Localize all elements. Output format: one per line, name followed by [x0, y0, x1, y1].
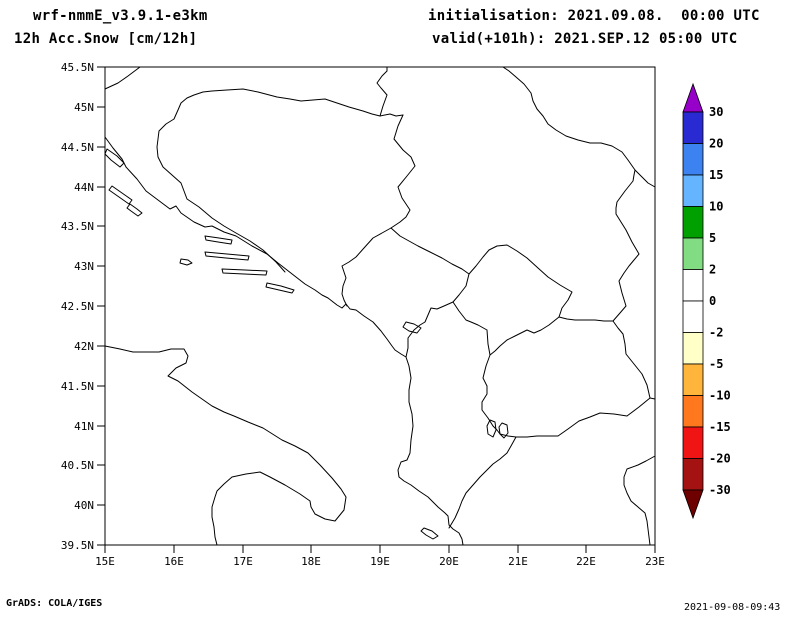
coastline-italy — [104, 345, 347, 546]
island-corfu — [420, 527, 439, 540]
colorbar-segment — [682, 363, 704, 396]
lat-tick-label: 42.5N — [61, 300, 94, 313]
colorbar-segment — [682, 269, 704, 302]
lat-tick-label: 41N — [74, 420, 94, 433]
lat-tick-label: 42N — [74, 340, 94, 353]
border-bosnia-montenegro — [341, 227, 392, 307]
colorbar-label: 15 — [709, 168, 723, 182]
lon-tick-label: 21E — [508, 555, 528, 568]
colorbar-label: 20 — [709, 137, 723, 151]
islands-dalmatian — [104, 148, 295, 294]
model-title: wrf-nmmE_v3.9.1-e3km — [33, 8, 208, 24]
colorbar-label: 30 — [709, 105, 723, 119]
border-serbia-romania — [502, 66, 636, 171]
lat-tick-label: 41.5N — [61, 380, 94, 393]
colorbar-segment — [682, 237, 704, 270]
colorbar-label: -30 — [709, 483, 731, 497]
colorbar-segment — [682, 174, 704, 207]
lat-tick-label: 39.5N — [61, 539, 94, 552]
valid-time-label: valid(+101h): 2021.SEP.12 05:00 UTC — [432, 31, 738, 47]
lon-tick-label: 18E — [301, 555, 321, 568]
lat-axis-ticks — [97, 66, 105, 546]
generation-timestamp: 2021-09-08-09:43 — [684, 602, 781, 613]
colorbar-label: 5 — [709, 231, 716, 245]
colorbar-label: -15 — [709, 420, 731, 434]
border-serbia-montenegro — [390, 227, 470, 275]
lat-tick-label: 45.5N — [61, 61, 94, 74]
colorbar-label: -2 — [709, 326, 723, 340]
border-macedonia-greece — [515, 397, 651, 438]
border-macedonia-bulgaria — [612, 320, 656, 400]
lon-axis-ticks — [104, 545, 656, 553]
lon-tick-label: 20E — [439, 555, 459, 568]
border-croatia-serbia — [376, 66, 388, 117]
lat-axis-labels: 45.5N 45N 44.5N 44N 43.5N 43N 42.5N 42N … — [61, 61, 94, 552]
lon-tick-label: 19E — [370, 555, 390, 568]
lon-tick-label: 16E — [164, 555, 184, 568]
colorbar-label: -20 — [709, 452, 731, 466]
lat-tick-label: 40.5N — [61, 459, 94, 472]
lat-tick-label: 40N — [74, 499, 94, 512]
border-slovenia-croatia — [104, 66, 141, 90]
map-outlines — [104, 66, 656, 546]
colorbar-label: 0 — [709, 294, 716, 308]
product-title: 12h Acc.Snow [cm/12h] — [14, 31, 198, 47]
border-serbia-macedonia — [558, 316, 614, 322]
lon-tick-label: 17E — [233, 555, 253, 568]
colorbar: 30 20 15 10 5 2 0 -2 -5 -10 -15 -20 -30 — [682, 82, 731, 520]
map-frame — [104, 66, 656, 546]
border-bosnia-serbia-drina — [390, 114, 416, 229]
colorbar-segment — [682, 206, 704, 239]
colorbar-segment — [682, 458, 704, 491]
colorbar-segment — [682, 300, 704, 333]
coastline-adriatic-east — [104, 136, 464, 546]
colorbar-label: 10 — [709, 200, 723, 214]
lat-tick-label: 45N — [74, 101, 94, 114]
lakes-skadar-ohrid-prespa — [402, 321, 509, 439]
colorbar-arrow-top — [682, 82, 704, 113]
colorbar-segment — [682, 395, 704, 428]
lon-tick-label: 15E — [95, 555, 115, 568]
colorbar-label: 2 — [709, 263, 716, 277]
border-kosovo — [452, 244, 573, 356]
colorbar-label: -10 — [709, 389, 731, 403]
init-time-label: initialisation: 2021.09.08. 00:00 UTC — [428, 8, 760, 24]
lat-tick-label: 44.5N — [61, 141, 94, 154]
grads-credit: GrADS: COLA/IGES — [6, 598, 103, 609]
lat-tick-label: 43.5N — [61, 220, 94, 233]
border-serbia-bulgaria — [612, 169, 640, 322]
coastline-thermaic-gulf — [623, 455, 656, 546]
lon-axis-labels: 15E 16E 17E 18E 19E 20E 21E 22E 23E — [95, 555, 665, 568]
colorbar-segment — [682, 332, 704, 365]
lon-tick-label: 22E — [576, 555, 596, 568]
border-danube-east — [634, 169, 656, 188]
border-croatia-bosnia — [156, 88, 404, 273]
colorbar-label: -5 — [709, 357, 723, 371]
colorbar-arrow-bottom — [682, 489, 704, 520]
lon-tick-label: 23E — [645, 555, 665, 568]
lat-tick-label: 44N — [74, 181, 94, 194]
border-montenegro-albania — [405, 301, 454, 358]
lat-tick-label: 43N — [74, 260, 94, 273]
colorbar-segment — [682, 426, 704, 459]
border-albania-greece — [448, 436, 517, 529]
colorbar-segment — [682, 111, 704, 144]
colorbar-segment — [682, 143, 704, 176]
